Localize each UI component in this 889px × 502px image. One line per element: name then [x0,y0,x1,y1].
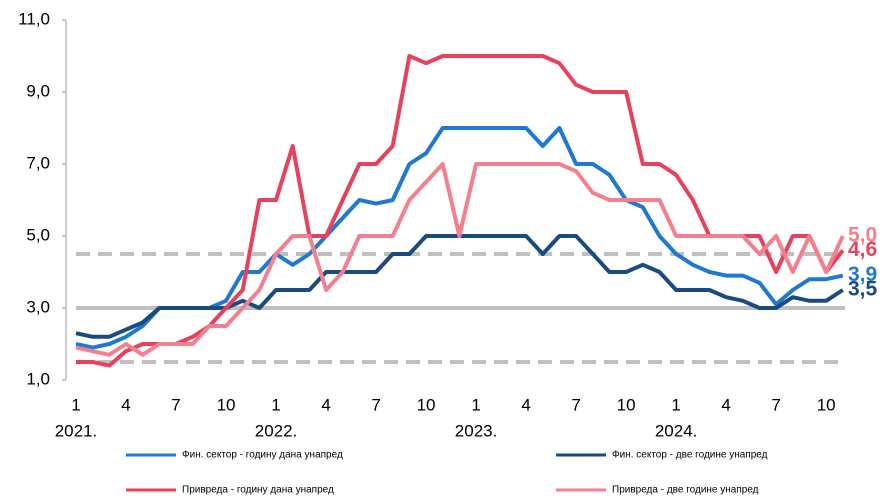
y-tick-label: 9,0 [26,81,50,100]
end-label: 3,5 [848,278,878,301]
y-tick-label: 1,0 [26,369,50,388]
legend-label: Фин. сектор - годину дана унапред [182,450,343,461]
x-tick-label: 4 [321,395,330,414]
series-line [75,162,845,357]
x-tick-label: 1 [671,395,680,414]
year-label: 2022. [255,421,298,440]
series-line [76,54,845,368]
legend-label: Привреда - годину дана унапред [182,485,334,496]
end-label: 5,0 [848,224,877,247]
legend-label: Фин. сектор - две године унапред [612,450,768,461]
x-tick-label: 7 [371,395,380,414]
x-tick-label: 4 [521,395,530,414]
y-tick-label: 11,0 [18,9,50,28]
y-tick-label: 3,0 [26,297,50,316]
series-line [75,234,844,339]
x-tick-label: 10 [217,395,236,414]
x-tick-label: 1 [471,395,480,414]
end-label: 3,9 [848,263,877,286]
x-tick-label: 7 [771,395,780,414]
x-tick-label: 4 [721,395,730,414]
year-label: 2023. [455,421,498,440]
x-tick-label: 10 [817,395,836,414]
end-label: 4,6 [848,238,877,261]
legend-label: Привреда - две године унапред [612,485,759,496]
x-tick-label: 1 [271,395,280,414]
year-label: 2024. [655,421,698,440]
x-tick-label: 10 [417,395,436,414]
x-tick-label: 7 [171,395,180,414]
y-tick-label: 7,0 [26,153,50,172]
y-tick-label: 5,0 [26,225,50,244]
x-tick-label: 4 [121,395,130,414]
x-tick-label: 10 [617,395,636,414]
x-tick-label: 7 [571,395,580,414]
year-label: 2021. [55,421,98,440]
x-tick-label: 1 [71,395,80,414]
